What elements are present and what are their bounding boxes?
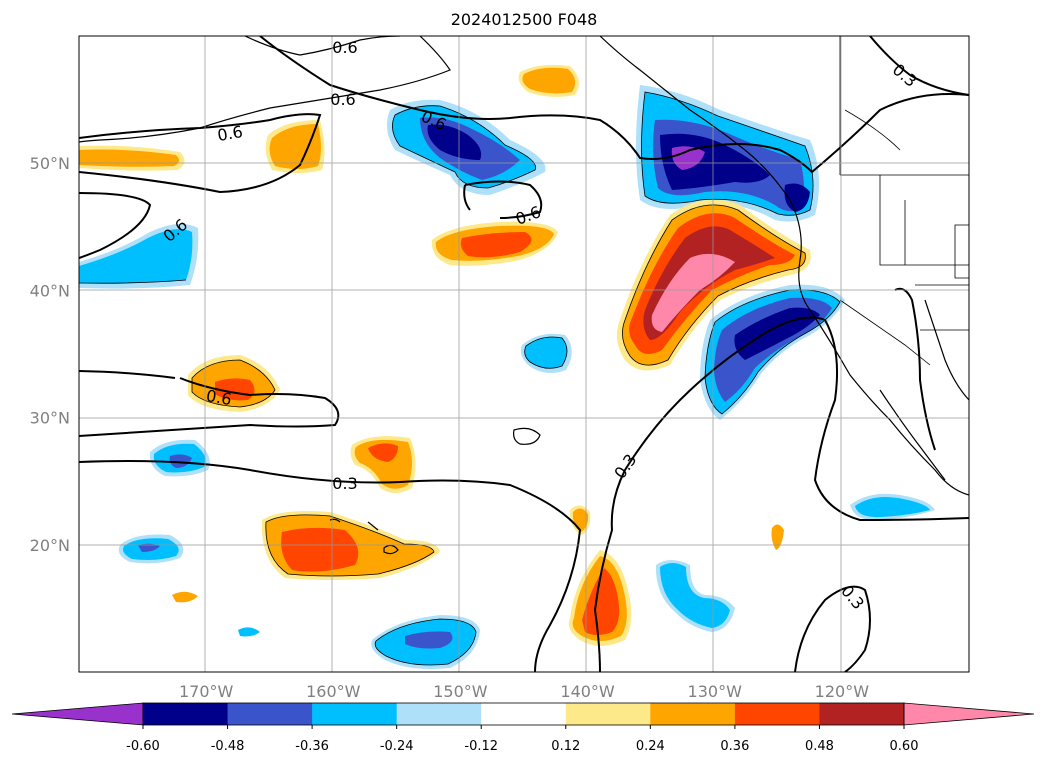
colorbar-tick-label: 0.36 [720, 739, 749, 754]
contour-label: 0.6 [332, 38, 357, 57]
coastline [79, 36, 969, 555]
longitude-tick-label: 120°W [815, 682, 870, 701]
longitude-tick-label: 160°W [306, 682, 361, 701]
longitude-tick-label: 170°W [179, 682, 234, 701]
colorbar-segment [481, 703, 567, 725]
svg-text:0.6: 0.6 [332, 38, 357, 57]
colorbar-tick-label: 0.48 [805, 739, 834, 754]
colorbar-segment [819, 703, 905, 725]
svg-text:0.6: 0.6 [216, 122, 244, 145]
colorbar-tick-label: -0.12 [464, 739, 498, 754]
colorbar-tick-label: -0.48 [211, 739, 245, 754]
colorbar: -0.60 -0.48 -0.36 -0.24 -0.12 0.12 0.24 0.36 0.4… [11, 702, 1035, 754]
colorbar-tick-label: 0.24 [636, 739, 665, 754]
latitude-tick-label: 20°N [30, 536, 70, 555]
latitude-labels: 20°N 30°N 40°N 50°N [30, 154, 70, 555]
colorbar-tick-label: -0.24 [380, 739, 414, 754]
latitude-tick-label: 50°N [30, 154, 70, 173]
contour-label: 0.6 [205, 386, 233, 409]
colorbar-segment [227, 703, 313, 725]
colorbar-segment [565, 703, 651, 725]
map-frame [78, 35, 970, 673]
longitude-tick-label: 150°W [433, 682, 488, 701]
colorbar-segment [143, 703, 229, 725]
colorbar-segment [396, 703, 482, 725]
colorbar-segment [734, 703, 820, 725]
colorbar-extend-high [903, 702, 1035, 726]
colorbar-segment [312, 703, 398, 725]
longitude-tick-label: 140°W [560, 682, 615, 701]
map-panel: 0.60.60.6 0.60.60.60.60.30.30.30.3 [79, 36, 969, 672]
gridlines [79, 36, 969, 672]
map-title: 2024012500 F048 [451, 10, 598, 29]
contour-label: 0.3 [332, 474, 357, 493]
contour-label: 0.6 [216, 122, 244, 145]
svg-text:0.6: 0.6 [205, 386, 233, 409]
latitude-tick-label: 30°N [30, 409, 70, 428]
longitude-tick-label: 130°W [688, 682, 743, 701]
colorbar-tick-label: -0.60 [126, 739, 160, 754]
latitude-tick-label: 40°N [30, 281, 70, 300]
contour-label: 0.6 [330, 90, 355, 109]
longitude-labels: 170°W 160°W 150°W 140°W 130°W 120°W [179, 682, 869, 701]
colorbar-tick-label: 0.12 [551, 739, 580, 754]
filled-contours [79, 64, 935, 669]
svg-text:0.6: 0.6 [330, 90, 355, 109]
svg-text:0.3: 0.3 [332, 474, 357, 493]
colorbar-tick-label: -0.36 [295, 739, 329, 754]
colorbar-tick-label: 0.60 [890, 739, 919, 754]
colorbar-segment [650, 703, 736, 725]
colorbar-extend-low [11, 702, 144, 726]
